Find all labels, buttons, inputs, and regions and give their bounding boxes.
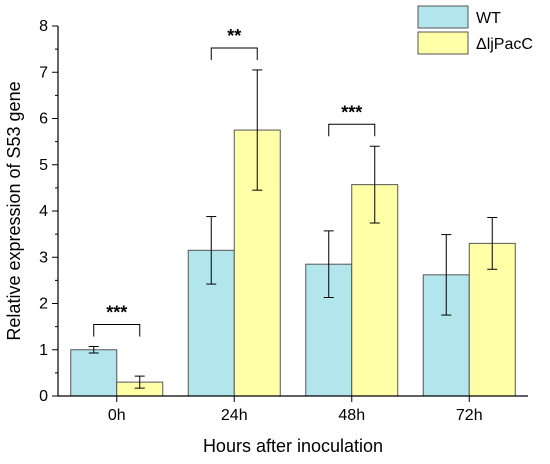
y-tick-label: 4 (39, 203, 48, 220)
y-tick-label: 3 (39, 249, 48, 266)
significance-label: ** (227, 26, 241, 46)
x-tick-label: 24h (221, 407, 248, 424)
significance-label: *** (341, 102, 362, 122)
significance-bracket (210, 47, 258, 60)
axes: 0 1 2 3 4 5 6 7 8 0h 24h 48h 72h (39, 18, 528, 424)
legend-swatch-WT (417, 5, 469, 29)
significance-brackets: ******** (93, 26, 376, 337)
bars (70, 69, 516, 397)
x-axis-title: Hours after inoculation (203, 436, 383, 456)
y-tick-label: 5 (39, 157, 48, 174)
significance-label: *** (106, 303, 127, 323)
significance-bracket (328, 123, 376, 137)
legend-label: WT (476, 10, 501, 27)
y-tick-label: 8 (39, 18, 48, 35)
x-tick-label: 48h (338, 407, 365, 424)
x-tick-label: 0h (108, 407, 126, 424)
y-tick-label: 2 (39, 296, 48, 313)
legend-label: ΔljPacC (476, 36, 533, 53)
bar-WT-0h (70, 349, 118, 397)
legend-swatch-ΔljPacC (417, 31, 469, 55)
x-tick-label: 72h (456, 407, 483, 424)
y-axis-title: Relative expression of S53 gene (4, 81, 24, 340)
significance-bracket (93, 324, 141, 337)
legend: WT ΔljPacC (417, 5, 533, 55)
y-tick-label: 7 (39, 64, 48, 81)
y-tick-label: 0 (39, 388, 48, 405)
y-tick-label: 1 (39, 342, 48, 359)
y-tick-label: 6 (39, 111, 48, 128)
